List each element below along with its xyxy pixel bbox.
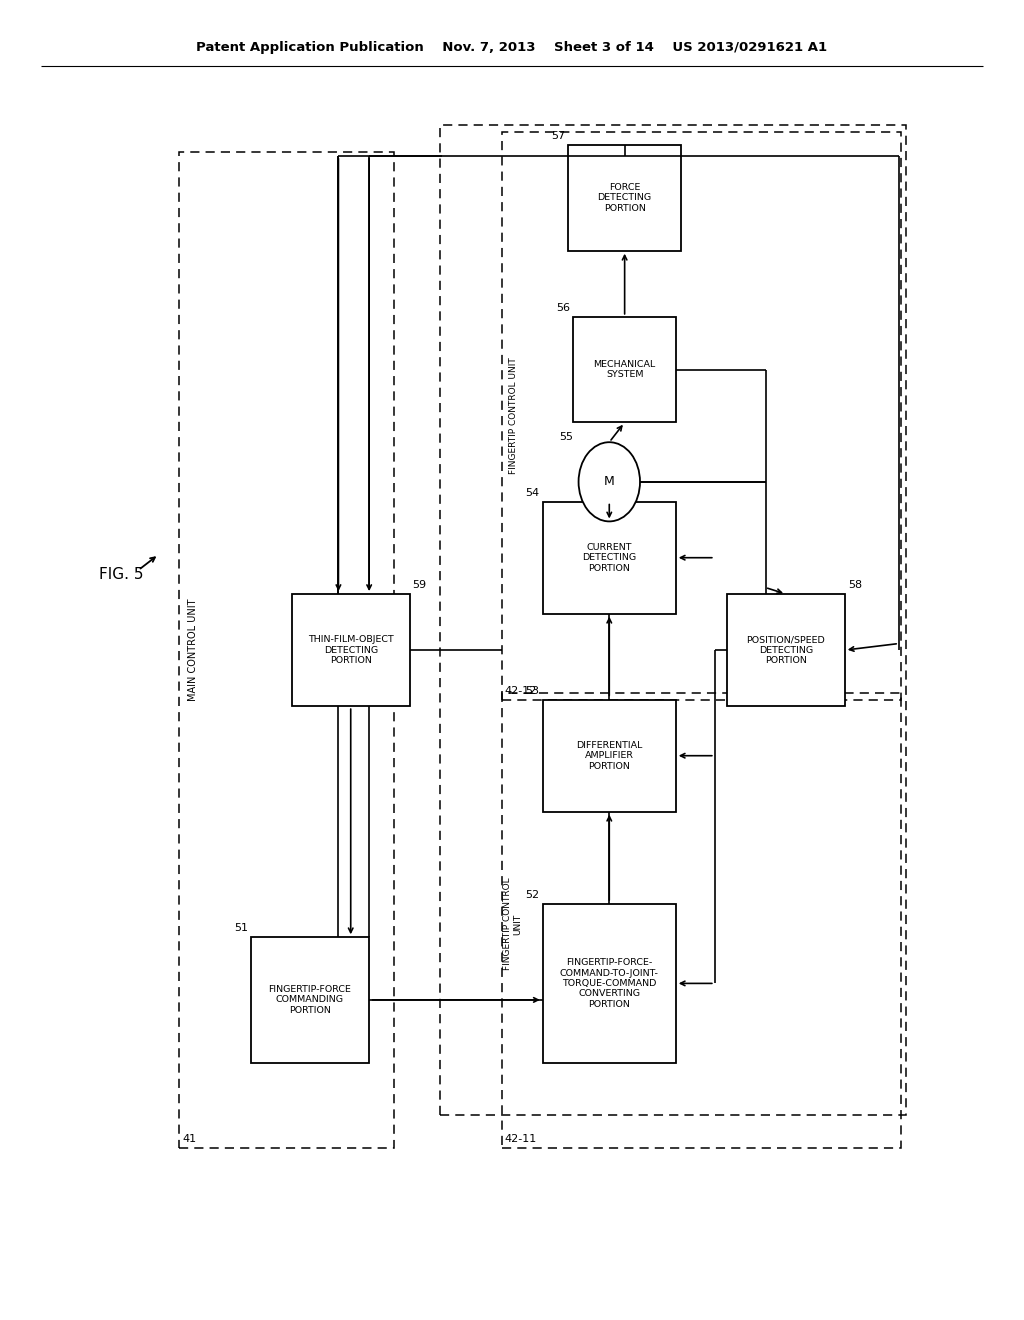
Text: 58: 58 xyxy=(848,579,862,590)
Text: 42-11: 42-11 xyxy=(505,1134,537,1144)
Text: 59: 59 xyxy=(413,579,427,590)
Text: 42-12: 42-12 xyxy=(505,685,538,696)
Bar xyxy=(292,594,410,706)
Text: MAIN CONTROL UNIT: MAIN CONTROL UNIT xyxy=(187,598,198,701)
Circle shape xyxy=(579,442,640,521)
Text: FIG. 5: FIG. 5 xyxy=(98,566,143,582)
Text: CURRENT
DETECTING
PORTION: CURRENT DETECTING PORTION xyxy=(583,543,636,573)
Bar xyxy=(543,502,676,614)
Bar xyxy=(573,317,676,422)
Text: 56: 56 xyxy=(556,302,570,313)
Bar xyxy=(543,904,676,1063)
Bar xyxy=(251,937,369,1063)
Text: 52: 52 xyxy=(525,890,540,900)
Text: POSITION/SPEED
DETECTING
PORTION: POSITION/SPEED DETECTING PORTION xyxy=(746,635,825,665)
Bar xyxy=(440,125,906,1115)
Text: Patent Application Publication    Nov. 7, 2013    Sheet 3 of 14    US 2013/02916: Patent Application Publication Nov. 7, 2… xyxy=(197,41,827,54)
Bar xyxy=(543,700,676,812)
Text: FINGERTIP CONTROL
UNIT: FINGERTIP CONTROL UNIT xyxy=(504,878,522,970)
Text: FINGERTIP CONTROL UNIT: FINGERTIP CONTROL UNIT xyxy=(509,358,517,474)
Bar xyxy=(727,594,845,706)
Text: 51: 51 xyxy=(233,923,248,933)
Text: 57: 57 xyxy=(551,131,565,141)
Text: 54: 54 xyxy=(525,487,540,498)
Text: DIFFERENTIAL
AMPLIFIER
PORTION: DIFFERENTIAL AMPLIFIER PORTION xyxy=(577,741,642,771)
Text: MECHANICAL
SYSTEM: MECHANICAL SYSTEM xyxy=(594,360,655,379)
Text: 41: 41 xyxy=(182,1134,197,1144)
Bar xyxy=(502,693,901,1148)
Text: 53: 53 xyxy=(525,685,540,696)
Text: FINGERTIP-FORCE
COMMANDING
PORTION: FINGERTIP-FORCE COMMANDING PORTION xyxy=(268,985,351,1015)
Bar xyxy=(502,132,901,700)
Text: FINGERTIP-FORCE-
COMMAND-TO-JOINT-
TORQUE-COMMAND
CONVERTING
PORTION: FINGERTIP-FORCE- COMMAND-TO-JOINT- TORQU… xyxy=(560,958,658,1008)
Text: THIN-FILM-OBJECT
DETECTING
PORTION: THIN-FILM-OBJECT DETECTING PORTION xyxy=(308,635,393,665)
Bar xyxy=(179,152,394,1148)
Text: 55: 55 xyxy=(559,432,573,442)
Text: M: M xyxy=(604,475,614,488)
Bar xyxy=(568,145,681,251)
Text: FORCE
DETECTING
PORTION: FORCE DETECTING PORTION xyxy=(598,183,651,213)
